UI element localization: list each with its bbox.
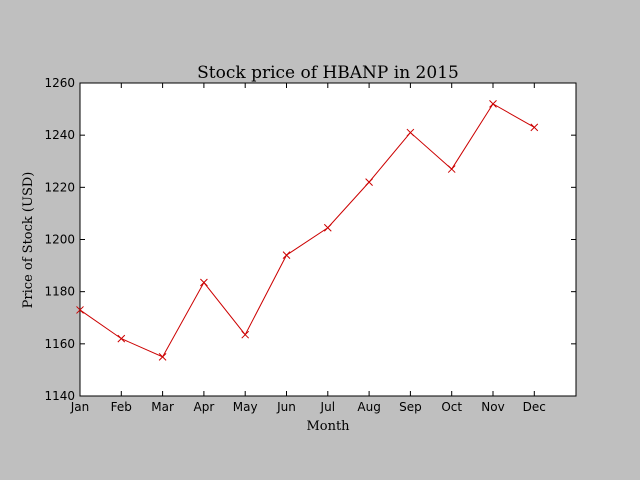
data-point-marker [282, 251, 291, 260]
x-axis-ticks: Jan Feb Mar Apr May Jun Jul Aug Sep Oct Nov Dec [70, 83, 546, 414]
x-tick-label: Aug [357, 400, 380, 414]
price-series [76, 100, 539, 361]
data-point-marker [117, 334, 126, 343]
data-point-marker [200, 278, 208, 287]
x-tick-label: Jan [70, 400, 90, 414]
data-point-marker [406, 128, 415, 137]
x-tick-label: Mar [151, 400, 174, 414]
y-tick-label: 1160 [44, 337, 75, 351]
x-tick-label: Sep [399, 400, 422, 414]
data-point-marker [241, 330, 250, 339]
y-tick-label: 1240 [44, 128, 75, 142]
x-tick-label: Jul [320, 400, 335, 414]
data-point-marker [323, 223, 332, 232]
x-tick-label: Apr [194, 400, 215, 414]
plot-area [79, 82, 577, 397]
x-tick-label: Feb [111, 400, 132, 414]
data-point-marker [530, 123, 539, 132]
x-tick-label: Jun [276, 400, 296, 414]
data-point-marker [365, 178, 373, 186]
data-point-marker [489, 100, 497, 108]
y-tick-label: 1200 [44, 233, 75, 247]
data-point-marker [76, 306, 84, 314]
series-line [79, 103, 535, 358]
y-tick-label: 1260 [44, 76, 75, 90]
y-axis-label: Price of Stock (USD) [21, 172, 36, 309]
x-tick-label: Dec [523, 400, 546, 414]
data-point-marker [447, 165, 456, 173]
x-axis-label: Month [306, 419, 350, 434]
x-tick-label: Nov [481, 400, 504, 414]
chart-title: Stock price of HBANP in 2015 [197, 63, 459, 83]
data-point-marker [158, 353, 167, 361]
y-tick-label: 1220 [44, 180, 75, 194]
y-tick-label: 1180 [44, 285, 75, 299]
x-tick-label: Oct [441, 400, 462, 414]
x-tick-label: May [233, 400, 258, 414]
y-axis-ticks: 1140 1160 1180 1200 1220 1240 1260 [44, 76, 576, 403]
y-tick-label: 1140 [44, 389, 75, 403]
